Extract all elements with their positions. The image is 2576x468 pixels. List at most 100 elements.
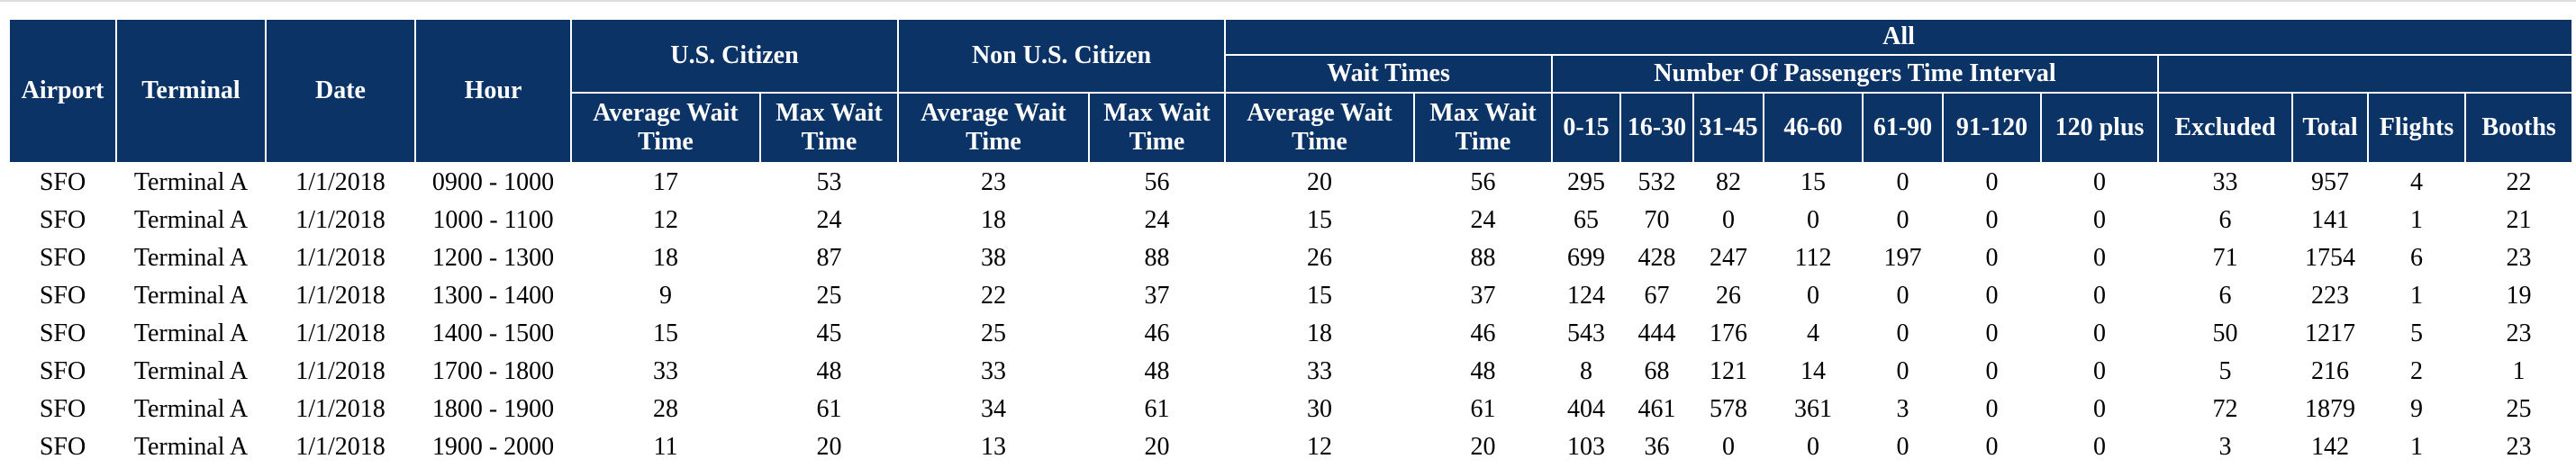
table-cell: 72 [2212,395,2238,423]
table-cell: 0 [2093,395,2107,423]
table-cell: 61 [1470,395,1496,423]
table-cell: 15 [1307,282,1333,310]
table-cell: 88 [1144,244,1170,272]
header-cell: Max Wait Time [1088,92,1227,164]
table-cell: 1700 - 1800 [431,357,555,385]
table-cell: 0 [1896,206,1909,234]
table-cell: 23 [2506,433,2532,461]
header-cell: 91-120 [1942,92,2043,164]
table-cell: SFO [39,395,86,423]
table-cell: 4 [2410,168,2424,196]
table-cell: 87 [816,244,842,272]
table-cell: 1400 - 1500 [431,320,555,347]
table-cell: 82 [1716,168,1742,196]
table-cell: 53 [816,168,842,196]
table-cell: 15 [653,320,678,347]
header-group: All [1224,18,2574,56]
table-cell: 216 [2311,357,2350,385]
table-cell: 26 [1307,244,1333,272]
table-cell: 0 [1807,433,1820,461]
table-cell: 0 [2093,357,2107,385]
table-cell: Terminal A [133,320,249,347]
header-cell: 46-60 [1763,92,1864,164]
table-cell: 543 [1567,320,1606,347]
table-cell: 24 [1470,206,1496,234]
table-cell: 56 [1144,168,1170,196]
table-cell: 0 [1807,206,1820,234]
table-cell: 18 [1307,320,1333,347]
table-cell: 71 [2212,244,2238,272]
table-cell: 0 [2093,168,2107,196]
table-cell: 65 [1574,206,1600,234]
table-cell: 14 [1800,357,1827,385]
table-cell: 1300 - 1400 [431,282,555,310]
header-cell: Max Wait Time [758,92,900,164]
table-cell: 20 [816,433,842,461]
table-cell: 1 [2410,282,2424,310]
table-cell: SFO [39,357,86,385]
table-row: SFO Terminal A 1/1/2018 1000 - 1100 12 24 18 24… [9,202,2572,239]
header-row: Average Wait Time Max Wait Time Average Wa… [9,92,2574,164]
table-cell: 26 [1716,282,1742,310]
table-cell: 48 [1470,357,1496,385]
table-cell: 33 [981,357,1007,385]
table-cell: 1754 [2305,244,2356,272]
header-cell: Booths [2464,92,2574,164]
header-group: U.S. Citizen [569,18,900,94]
table-cell: 9 [659,282,672,310]
table-cell: 0 [1985,433,1999,461]
table-row: SFO Terminal A 1/1/2018 0900 - 1000 17 53 23 56… [9,163,2572,202]
table-cell: 48 [1144,357,1170,385]
table-cell: 46 [1470,320,1496,347]
table-cell: 404 [1567,395,1606,423]
wait-times-table: Airport Terminal Date Hour U.S. Citizen … [8,18,2574,466]
table-cell: 0 [1896,433,1909,461]
table-cell: 0 [1985,357,1999,385]
table-cell: 6 [2218,282,2232,310]
table-cell: 0900 - 1000 [431,168,555,196]
table-cell: 25 [2506,395,2532,423]
table-cell: 12 [1307,433,1333,461]
table-row: SFO Terminal A 1/1/2018 1300 - 1400 9 25 22 37 1… [9,277,2572,315]
table-cell: 1/1/2018 [295,320,385,347]
table-cell: 0 [1722,433,1736,461]
table-cell: 88 [1470,244,1496,272]
table-cell: 361 [1794,395,1833,423]
header-cell: Total [2291,92,2370,164]
table-cell: 197 [1883,244,1922,272]
table-cell: 46 [1144,320,1170,347]
table-cell: 12 [653,206,678,234]
table-cell: 0 [1722,206,1736,234]
table-cell: 1879 [2305,395,2356,423]
table-cell: 48 [816,357,842,385]
table-cell: SFO [39,244,86,272]
table-cell: 61 [816,395,842,423]
table-row: SFO Terminal A 1/1/2018 1900 - 2000 11 20 13 20… [9,428,2572,466]
table-cell: 56 [1470,168,1496,196]
table-cell: 19 [2506,282,2532,310]
table-cell: 50 [2212,320,2238,347]
table-cell: 578 [1710,395,1748,423]
table-cell: 1 [2410,206,2424,234]
table-cell: 9 [2410,395,2424,423]
header-group: Number Of Passengers Time Interval [1551,54,2160,94]
header-cell: Max Wait Time [1413,92,1554,164]
table-cell: 23 [2506,244,2532,272]
table-cell: 68 [1644,357,1670,385]
table-cell: 444 [1637,320,1676,347]
table-body: SFO Terminal A 1/1/2018 0900 - 1000 17 53 23 56… [9,163,2572,466]
table-cell: 38 [981,244,1007,272]
table-cell: 1/1/2018 [295,357,385,385]
table-cell: 4 [1807,320,1820,347]
table-cell: 0 [2093,433,2107,461]
table-cell: 247 [1710,244,1748,272]
table-cell: 1800 - 1900 [431,395,555,423]
table-cell: 1200 - 1300 [431,244,555,272]
table-cell: 33 [1307,357,1333,385]
table-cell: 0 [1896,168,1909,196]
table-cell: 20 [1307,168,1333,196]
table-cell: 15 [1800,168,1827,196]
table-row: SFO Terminal A 1/1/2018 1800 - 1900 28 61 34 61… [9,391,2572,428]
table-cell: 11 [653,433,678,461]
